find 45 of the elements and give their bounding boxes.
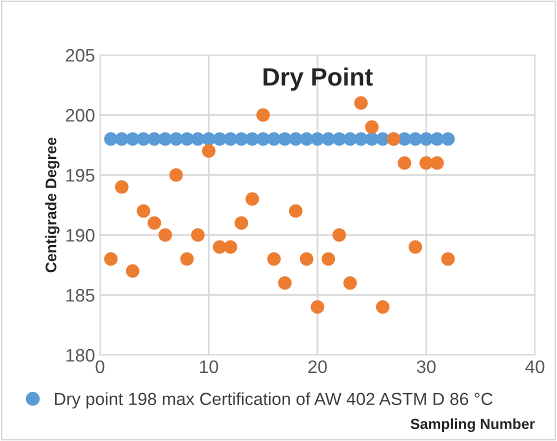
point [408, 240, 422, 254]
point [136, 204, 150, 218]
point [441, 132, 455, 146]
point [354, 96, 368, 110]
point [104, 252, 118, 266]
point [430, 156, 444, 170]
point [288, 204, 303, 218]
y-tick-label: 200 [66, 108, 94, 122]
chart-title: Dry Point [264, 67, 373, 91]
point [256, 108, 270, 122]
y-tick-label: 190 [66, 228, 94, 242]
y-tick-label: 185 [66, 288, 94, 302]
point [169, 168, 183, 182]
y-tick-label: 180 [66, 348, 94, 362]
point [365, 120, 379, 134]
x-tick-label: 30 [416, 360, 436, 374]
point [300, 252, 314, 266]
point [278, 276, 292, 290]
point [114, 180, 129, 194]
y-axis-title: Centigrade Degree [45, 138, 60, 272]
point [180, 252, 194, 266]
point [376, 300, 390, 314]
point [310, 300, 324, 314]
y-tick-label: 205 [66, 48, 94, 62]
point [322, 252, 336, 266]
point [224, 240, 238, 254]
point [202, 144, 216, 158]
legend-label: Dry point 198 max Certification of AW 402 ASTM D 86 °C [55, 392, 492, 409]
x-tick-label: 40 [525, 360, 544, 374]
point [343, 276, 357, 290]
point [126, 264, 140, 278]
x-tick-label: 0 [96, 360, 104, 374]
point [441, 252, 455, 266]
point [158, 228, 172, 242]
point [148, 216, 162, 230]
y-tick-label: 195 [66, 168, 94, 182]
x-tick-label: 20 [308, 360, 327, 374]
point [245, 192, 260, 206]
point [398, 156, 412, 170]
point [332, 228, 346, 242]
x-tick-label: 10 [200, 360, 218, 374]
point [234, 216, 248, 230]
x-axis-title: Sampling Number [410, 418, 535, 432]
point [267, 252, 281, 266]
point [191, 228, 205, 242]
